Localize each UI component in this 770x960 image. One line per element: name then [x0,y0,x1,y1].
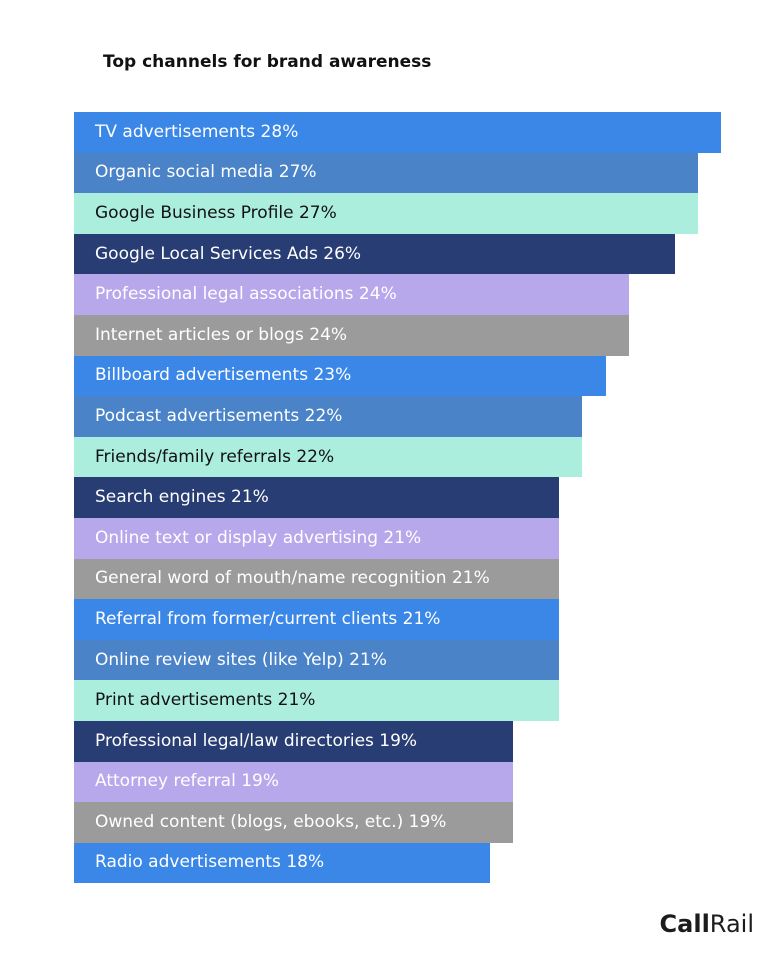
bar-chart: TV advertisements 28% Organic social medi… [74,112,734,884]
logo-text-rail: Rail [709,910,754,938]
bar: Organic social media 27% [74,152,698,194]
bar: Radio advertisements 18% [74,842,490,884]
bar: Search engines 21% [74,477,560,518]
bar: Print advertisements 21% [74,680,560,721]
callrail-logo: CallRail [660,910,754,938]
bar-label: Billboard advertisements 23% [95,365,352,386]
bar: Online review sites (like Yelp) 21% [74,639,560,681]
bar-label: Print advertisements 21% [95,690,316,711]
bar: Internet articles or blogs 24% [74,314,629,356]
chart-title: Top channels for brand awareness [103,52,432,72]
bar-label: Attorney referral 19% [95,771,279,792]
bar-label: Podcast advertisements 22% [95,405,343,426]
bar: TV advertisements 28% [74,112,721,153]
bar-label: Radio advertisements 18% [95,852,325,873]
bar: Podcast advertisements 22% [74,396,583,437]
bar: General word of mouth/name recognition 2… [74,558,560,600]
bar-label: General word of mouth/name recognition 2… [95,568,490,589]
logo-text-call: Call [659,910,710,938]
bar: Online text or display advertising 21% [74,517,560,559]
bar: Professional legal associations 24% [74,274,629,315]
bar: Attorney referral 19% [74,761,513,803]
bar-label: Organic social media 27% [95,162,317,183]
bar: Google Local Services Ads 26% [74,233,675,275]
bar: Friends/family referrals 22% [74,436,583,478]
bar: Google Business Profile 27% [74,193,698,234]
bar-label: Professional legal associations 24% [95,284,397,305]
bar-label: Professional legal/law directories 19% [95,730,418,751]
bar-label: Online text or display advertising 21% [95,527,422,548]
bar: Owned content (blogs, ebooks, etc.) 19% [74,802,513,843]
bar-label: TV advertisements 28% [95,121,299,142]
bar-label: Referral from former/current clients 21% [95,608,441,629]
bar: Billboard advertisements 23% [74,355,606,397]
bar-label: Online review sites (like Yelp) 21% [95,649,387,670]
bar: Referral from former/current clients 21% [74,599,560,640]
bar-label: Friends/family referrals 22% [95,446,335,467]
bar-label: Google Local Services Ads 26% [95,243,362,264]
bar-label: Owned content (blogs, ebooks, etc.) 19% [95,811,447,832]
bar-label: Search engines 21% [95,487,269,508]
bar-label: Internet articles or blogs 24% [95,324,348,345]
bar-label: Google Business Profile 27% [95,202,337,223]
bar: Professional legal/law directories 19% [74,720,513,762]
